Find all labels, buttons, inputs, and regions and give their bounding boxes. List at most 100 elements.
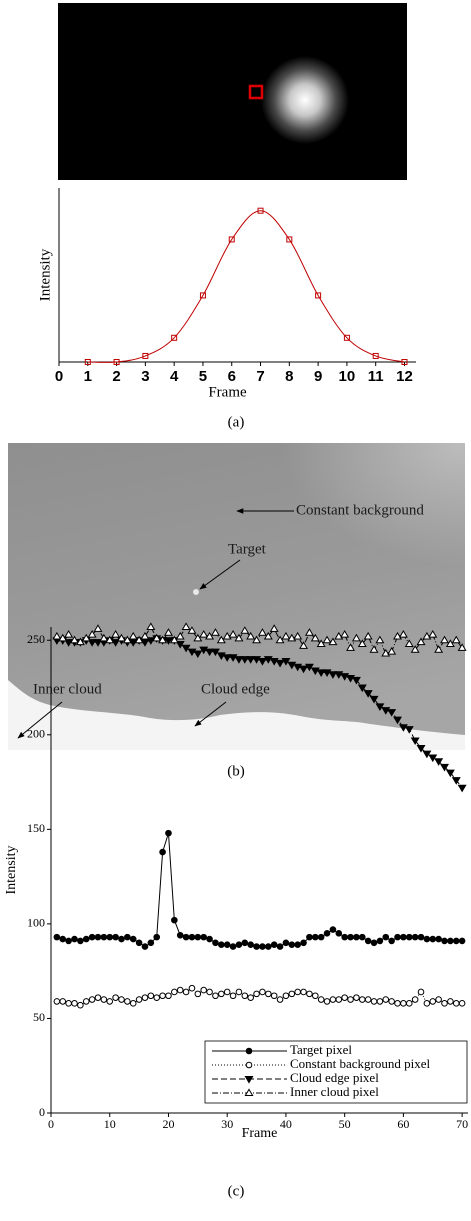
marker <box>257 628 267 636</box>
series-line <box>56 637 463 789</box>
marker <box>100 996 108 1003</box>
marker <box>171 916 178 924</box>
marker <box>222 654 232 662</box>
marker <box>159 848 166 856</box>
marker <box>134 635 144 644</box>
marker <box>53 998 61 1005</box>
marker <box>328 637 338 646</box>
marker <box>404 726 414 734</box>
marker <box>363 690 373 698</box>
y-tick-label: 50 <box>33 1010 45 1024</box>
marker <box>129 1000 137 1007</box>
y-tick-label: 150 <box>27 821 45 835</box>
marker <box>364 937 372 945</box>
marker <box>124 933 131 941</box>
marker <box>387 646 397 655</box>
legend-label: Inner cloud pixel <box>290 1084 379 1099</box>
marker <box>129 935 137 943</box>
marker <box>247 941 254 948</box>
marker <box>323 930 331 937</box>
marker <box>100 933 108 941</box>
caption: (b) <box>227 763 245 779</box>
marker <box>275 635 285 644</box>
marker <box>212 939 219 947</box>
marker <box>188 984 196 992</box>
marker <box>300 939 307 947</box>
marker <box>135 996 143 1003</box>
marker <box>423 935 431 943</box>
marker <box>193 650 203 659</box>
x-tick-label: 6 <box>228 368 236 385</box>
marker <box>252 635 262 644</box>
marker <box>147 992 155 1000</box>
marker <box>417 933 425 941</box>
marker <box>351 676 361 685</box>
marker <box>158 635 168 644</box>
marker <box>328 671 338 679</box>
marker <box>306 933 313 941</box>
marker <box>369 645 379 653</box>
marker <box>276 996 284 1003</box>
x-tick-label: 9 <box>314 368 322 385</box>
marker <box>223 941 231 948</box>
marker <box>82 935 90 943</box>
marker <box>445 769 455 778</box>
marker <box>141 943 149 950</box>
marker <box>400 933 407 941</box>
marker <box>393 716 402 725</box>
marker <box>304 628 314 636</box>
marker <box>75 637 85 646</box>
marker <box>240 656 250 664</box>
x-tick-label: 3 <box>141 368 149 385</box>
marker <box>117 633 126 642</box>
x-tick-label: 70 <box>456 1117 468 1131</box>
marker <box>387 709 397 717</box>
x-tick-label: 11 <box>368 368 384 385</box>
marker <box>281 658 291 666</box>
marker <box>372 352 379 359</box>
marker <box>457 784 467 793</box>
marker <box>169 635 179 644</box>
marker <box>153 933 161 941</box>
marker <box>165 992 172 1000</box>
marker <box>270 941 278 948</box>
arrow <box>199 559 241 590</box>
marker <box>317 933 325 941</box>
marker <box>246 631 256 640</box>
marker <box>88 933 96 941</box>
marker <box>347 996 354 1003</box>
y-tick-label: 200 <box>27 727 45 741</box>
marker <box>247 994 254 1001</box>
marker <box>394 933 401 941</box>
marker <box>206 988 213 996</box>
marker <box>187 626 197 634</box>
marker <box>200 933 208 941</box>
y-axis-label: Intensity <box>37 248 53 301</box>
marker <box>288 941 296 948</box>
marker <box>329 926 337 933</box>
frame-image <box>58 3 407 180</box>
caption: (a) <box>228 414 245 430</box>
marker <box>322 635 332 644</box>
series-line <box>56 832 463 948</box>
marker <box>176 931 184 939</box>
marker <box>375 635 385 644</box>
marker <box>65 937 72 945</box>
marker <box>311 992 319 1000</box>
y-tick-label: 0 <box>39 1105 45 1119</box>
marker <box>212 992 219 1000</box>
marker <box>363 631 373 640</box>
marker <box>142 352 149 359</box>
x-tick-label: 8 <box>285 368 293 385</box>
marker <box>440 635 449 644</box>
x-tick-label: 0 <box>48 1117 54 1131</box>
marker <box>87 629 97 638</box>
marker <box>70 635 79 644</box>
marker <box>229 992 237 1000</box>
marker <box>253 990 260 998</box>
marker <box>84 359 91 365</box>
marker <box>341 933 348 941</box>
target-spot <box>193 589 199 595</box>
photo-highlight <box>8 443 465 750</box>
marker <box>358 996 366 1003</box>
